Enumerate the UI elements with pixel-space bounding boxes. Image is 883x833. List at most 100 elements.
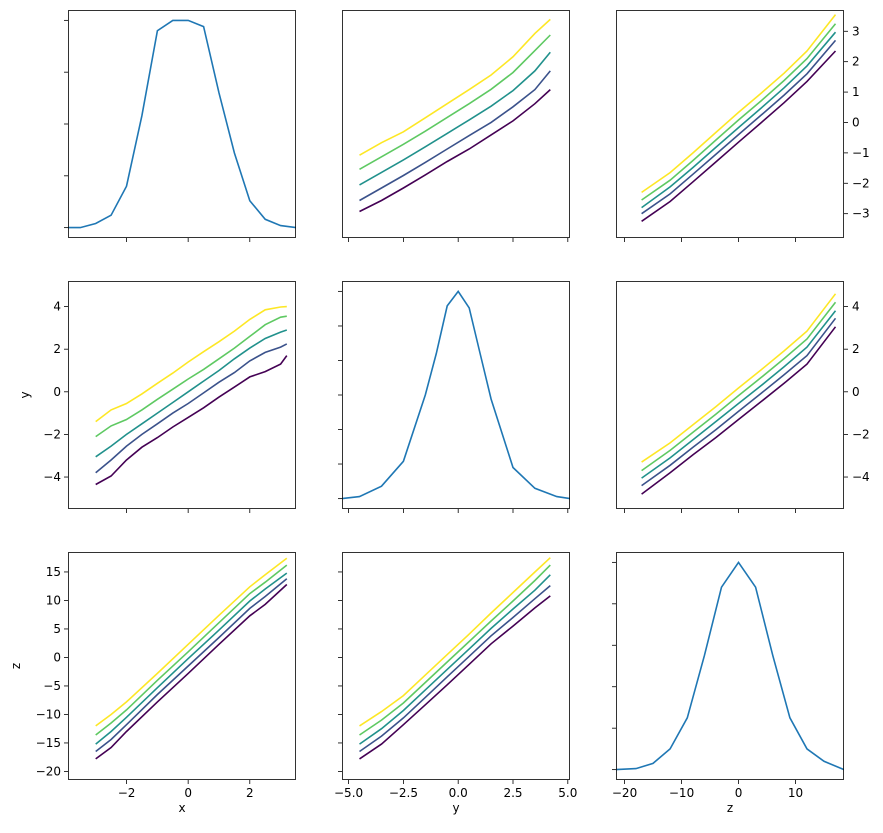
series-line-1 (359, 70, 551, 202)
series-line-1 (95, 343, 288, 474)
x-tick-label: −5.0 (334, 786, 363, 800)
series-line-4 (95, 305, 287, 423)
y-tick-label: −4 (852, 470, 870, 484)
panel-z-x: −3 −2 −1 0 1 2 3 (616, 10, 870, 242)
axes-frame (616, 281, 844, 509)
series-line-0 (359, 89, 551, 213)
series-line-1 (641, 39, 837, 215)
lines-z-z (616, 560, 844, 771)
series-line-1 (359, 584, 551, 753)
y-tick-label: −20 (36, 764, 61, 778)
y-tick-label: −15 (36, 736, 61, 750)
y-axis-label-row3: z (9, 663, 23, 669)
series-line-4 (95, 557, 288, 727)
series-line-0 (359, 595, 551, 760)
axes-frame (68, 281, 296, 509)
axes-frame (616, 10, 844, 238)
axes-frame (68, 552, 296, 780)
y-tick-label: 2 (852, 342, 860, 356)
series-line-2 (95, 572, 288, 745)
series-line-2 (359, 51, 551, 186)
series-line-4 (359, 557, 551, 727)
y-axis-label-row2: y (18, 391, 32, 398)
lines-y-y (342, 290, 570, 500)
y-tick-label: −1 (852, 146, 870, 160)
y-tick-label: −3 (852, 207, 870, 221)
x-tick-label: 0 (735, 786, 743, 800)
panel-z-y: −4 −2 0 2 4 (616, 281, 870, 513)
y-tick-label: 5 (53, 622, 61, 636)
y-tick-label: 10 (46, 593, 61, 607)
density-line (616, 560, 844, 771)
axes-frame (342, 10, 570, 238)
series-line-3 (95, 315, 287, 438)
series-line-2 (359, 574, 551, 745)
y-tick-label: −2 (852, 176, 870, 190)
y-tick-label: −4 (43, 470, 61, 484)
panel-z-z: −20 −10 0 10 z (612, 552, 844, 815)
y-tick-label: −2 (43, 427, 61, 441)
x-axis-label: y (452, 801, 459, 815)
density-line (68, 19, 296, 229)
y-tick-label: 0 (53, 385, 61, 399)
series-line-0 (95, 355, 288, 486)
x-axis-label: x (178, 801, 185, 815)
series-line-4 (359, 18, 551, 156)
series-line-2 (641, 31, 837, 209)
y-tick-label: 1 (852, 85, 860, 99)
panel-y-z: −5.0 −2.5 0.0 2.5 5.0 y (334, 552, 577, 815)
lines-y-z (359, 557, 551, 760)
y-tick-label: 2 (53, 342, 61, 356)
series-line-1 (95, 578, 288, 753)
y-tick-label: 0 (852, 115, 860, 129)
series-line-0 (641, 50, 837, 222)
x-tick-label: 10 (788, 786, 803, 800)
panel-x-y: −4 −2 0 2 4 (43, 281, 296, 513)
series-line-3 (95, 564, 288, 736)
lines-z-x (641, 14, 837, 222)
x-tick-label: 0.0 (449, 786, 468, 800)
x-axis-label: z (727, 801, 733, 815)
panel-y-y (338, 281, 570, 513)
x-tick-label: 2 (246, 786, 254, 800)
series-line-0 (95, 583, 288, 760)
x-tick-label: −2 (118, 786, 136, 800)
y-tick-label: −2 (852, 427, 870, 441)
lines-y-x (359, 18, 551, 213)
y-tick-label: −5 (43, 679, 61, 693)
panel-y-x (342, 10, 570, 242)
y-tick-label: 4 (852, 300, 860, 314)
y-tick-label: 2 (852, 55, 860, 69)
series-line-0 (641, 326, 837, 495)
density-line (342, 290, 570, 500)
series-line-2 (641, 310, 837, 479)
x-tick-label: −10 (669, 786, 694, 800)
series-line-2 (95, 329, 288, 458)
y-tick-label: 0 (852, 385, 860, 399)
panel-x-x (64, 10, 296, 242)
axes-frame (616, 552, 844, 780)
x-tick-label: −20 (612, 786, 637, 800)
axes-frame (68, 10, 296, 238)
lines-x-y (95, 305, 288, 486)
y-tick-label: 3 (852, 24, 860, 38)
y-tick-label: −10 (36, 707, 61, 721)
x-tick-label: 2.5 (503, 786, 522, 800)
lines-x-x (68, 19, 296, 229)
x-tick-label: −2.5 (389, 786, 418, 800)
series-line-3 (641, 301, 837, 472)
series-line-3 (641, 23, 837, 201)
x-tick-label: 0 (184, 786, 192, 800)
lines-z-y (641, 293, 837, 495)
series-line-1 (641, 317, 837, 487)
x-tick-label: 5.0 (558, 786, 577, 800)
series-line-3 (359, 34, 551, 170)
axes-frame (342, 281, 570, 509)
y-tick-label: 4 (53, 300, 61, 314)
y-tick-label: 0 (53, 650, 61, 664)
axes-frame (342, 552, 570, 780)
series-line-4 (641, 293, 837, 463)
series-line-3 (359, 564, 551, 736)
